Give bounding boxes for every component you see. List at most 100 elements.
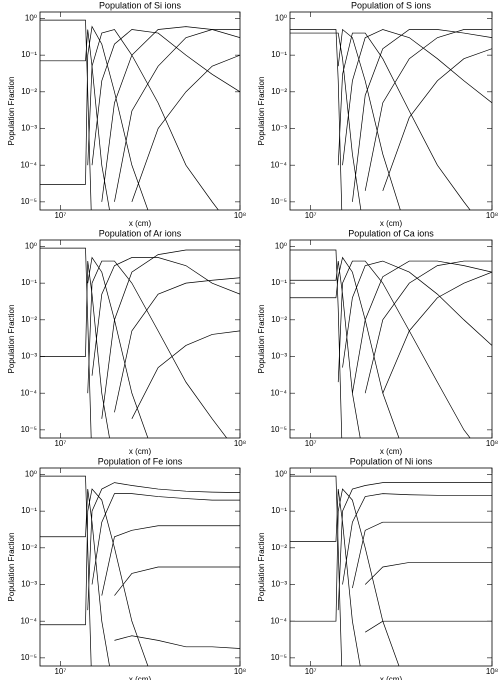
- series-line: [40, 489, 110, 666]
- panel-title: Population of S ions: [351, 0, 432, 10]
- y-tick-label: 10⁻⁵: [21, 653, 37, 662]
- y-axis-label: Population Fraction: [257, 77, 266, 146]
- y-tick-label: 10⁻³: [21, 352, 37, 361]
- y-tick-label: 10⁻⁴: [20, 388, 37, 397]
- y-tick-label: 10⁻³: [271, 580, 287, 589]
- y-tick-label: 10⁻⁴: [20, 616, 37, 625]
- series-line: [364, 562, 492, 585]
- series-line: [364, 29, 492, 191]
- y-tick-label: 10⁻²: [271, 315, 287, 324]
- plot-frame: [39, 11, 241, 211]
- series-line: [290, 29, 343, 210]
- x-tick-label: 10⁸: [234, 439, 246, 448]
- y-tick-label: 10⁻⁴: [270, 160, 287, 169]
- y-tick-label: 10⁻³: [271, 352, 287, 361]
- series-line: [290, 249, 343, 438]
- series-line: [40, 488, 149, 666]
- y-tick-label: 10⁻²: [271, 87, 287, 96]
- y-tick-label: 10⁻³: [21, 580, 37, 589]
- x-axis-label: x (cm): [380, 675, 403, 680]
- y-tick-label: 10⁻⁵: [271, 197, 287, 206]
- x-axis-label: x (cm): [129, 219, 152, 228]
- x-tick-label: 10⁸: [486, 211, 498, 220]
- y-tick-label: 10⁻¹: [271, 278, 287, 287]
- series-line: [290, 261, 361, 438]
- x-tick-label: 10⁷: [305, 439, 317, 448]
- y-tick-label: 10⁻⁵: [21, 425, 37, 434]
- series-line: [342, 29, 492, 166]
- y-tick-label: 10⁻¹: [21, 278, 37, 287]
- series-line: [40, 261, 110, 438]
- x-tick-label: 10⁸: [234, 211, 246, 220]
- y-tick-label: 10⁻⁴: [20, 160, 37, 169]
- series-line: [40, 475, 92, 666]
- series-line: [342, 493, 492, 585]
- panel: Population of Ar ions x (cm) Population Fr…: [7, 228, 246, 456]
- x-axis-label: x (cm): [380, 447, 403, 456]
- series-line: [337, 28, 401, 210]
- series-line: [290, 488, 400, 666]
- y-tick-label: 10⁻⁵: [271, 653, 287, 662]
- series-line: [114, 566, 240, 596]
- y-tick-label: 10⁻¹: [271, 50, 287, 59]
- series-line: [114, 277, 240, 413]
- series-line: [337, 482, 492, 611]
- series-line: [91, 493, 240, 585]
- series-line: [290, 475, 343, 666]
- series-line: [87, 482, 240, 611]
- y-axis-label: Population Fraction: [257, 305, 266, 374]
- series-line: [91, 257, 240, 376]
- y-tick-label: 10⁰: [275, 470, 287, 479]
- y-tick-label: 10⁻³: [271, 124, 287, 133]
- y-tick-label: 10⁻¹: [21, 50, 37, 59]
- panel: Population of Si ions x (cm) Population Fr…: [7, 0, 246, 228]
- plot-frame: [39, 467, 241, 667]
- y-tick-label: 10⁻²: [21, 315, 37, 324]
- series-line: [114, 29, 240, 202]
- y-tick-label: 10⁰: [25, 242, 37, 251]
- y-tick-label: 10⁻⁵: [21, 197, 37, 206]
- y-tick-label: 10⁰: [25, 14, 37, 23]
- series-line: [337, 32, 471, 210]
- y-tick-label: 10⁰: [275, 14, 287, 23]
- panel: Population of Ca ions x (cm) Population Fr…: [257, 228, 498, 456]
- x-tick-label: 10⁷: [54, 667, 66, 676]
- y-tick-label: 10⁻⁵: [271, 425, 287, 434]
- series-line: [382, 271, 492, 394]
- panel-title: Population of Ca ions: [348, 228, 434, 238]
- y-tick-label: 10⁻³: [21, 124, 37, 133]
- panel-title: Population of Fe ions: [98, 456, 183, 466]
- panel: Population of Ni ions x (cm) Population Fr…: [257, 456, 498, 680]
- series-line: [382, 48, 492, 191]
- y-tick-label: 10⁻¹: [21, 506, 37, 515]
- series-line: [364, 260, 492, 394]
- series-line: [352, 260, 492, 394]
- y-axis-label: Population Fraction: [257, 533, 266, 602]
- x-axis-label: x (cm): [380, 219, 403, 228]
- panel: Population of S ions x (cm) Population Fra…: [257, 0, 498, 228]
- y-tick-label: 10⁻²: [21, 87, 37, 96]
- series-line: [87, 256, 149, 438]
- series-line: [101, 249, 240, 419]
- y-tick-label: 10⁻⁴: [270, 616, 287, 625]
- panel-title: Population of Si ions: [99, 0, 182, 10]
- x-axis-label: x (cm): [129, 447, 152, 456]
- panel-title: Population of Ar ions: [99, 228, 182, 238]
- x-tick-label: 10⁸: [486, 439, 498, 448]
- x-tick-label: 10⁷: [305, 667, 317, 676]
- x-tick-label: 10⁷: [54, 439, 66, 448]
- panel-title: Population of Ni ions: [350, 456, 433, 466]
- plot-frame: [289, 239, 493, 439]
- x-tick-label: 10⁸: [486, 667, 498, 676]
- y-axis-label: Population Fraction: [7, 533, 16, 602]
- series-line: [87, 260, 228, 438]
- y-tick-label: 10⁻²: [21, 543, 37, 552]
- x-axis-label: x (cm): [129, 675, 152, 680]
- plot-frame: [289, 11, 493, 211]
- y-tick-label: 10⁻⁴: [270, 388, 287, 397]
- x-tick-label: 10⁸: [234, 667, 246, 676]
- y-tick-label: 10⁰: [25, 470, 37, 479]
- x-tick-label: 10⁷: [305, 211, 317, 220]
- panel: Population of Fe ions x (cm) Population Fr…: [7, 456, 246, 680]
